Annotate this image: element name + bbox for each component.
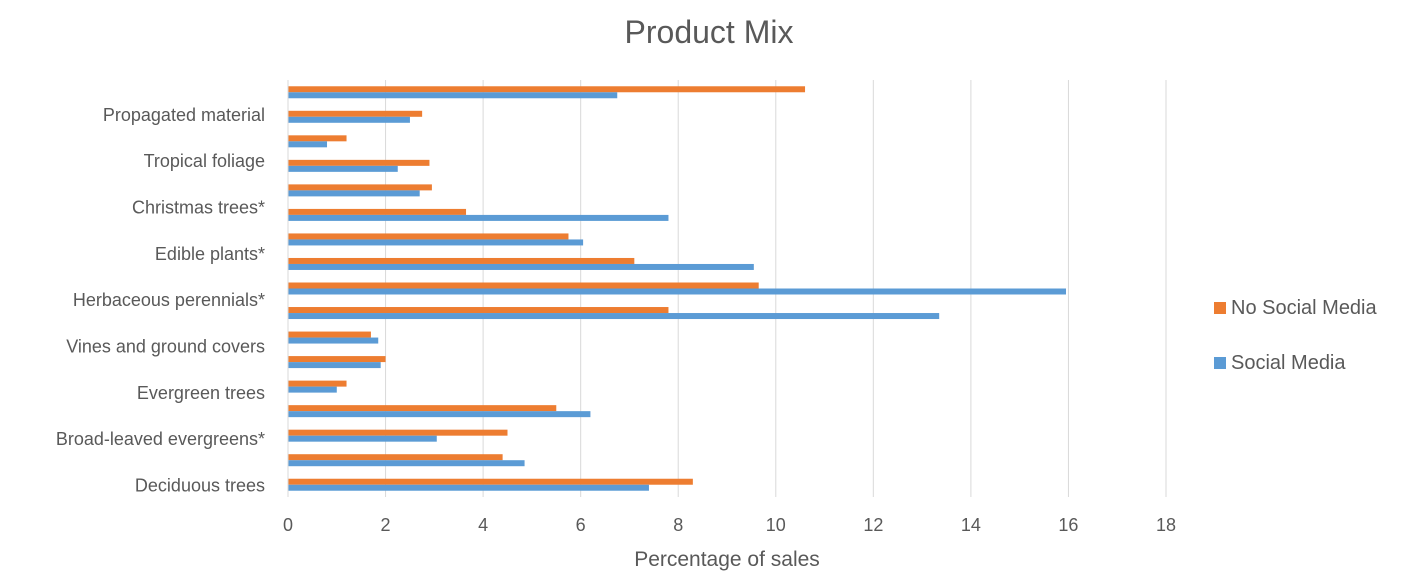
y-category-label: Propagated material [103, 105, 265, 125]
legend-item-social-media: Social Media [1214, 348, 1377, 378]
bar-no-social-media [288, 454, 503, 461]
bar-social-media [288, 190, 420, 197]
y-category-label: Deciduous trees [135, 475, 265, 495]
bar-social-media [288, 288, 1067, 295]
bar-social-media [288, 141, 328, 148]
bar-social-media [288, 460, 525, 467]
bar-social-media [288, 263, 754, 270]
x-tick-label: 10 [766, 515, 786, 535]
y-category-label: Edible plants* [155, 244, 265, 264]
x-axis-title: Percentage of sales [634, 548, 820, 571]
y-category-label: Tropical foliage [144, 151, 265, 171]
x-tick-label: 0 [283, 515, 293, 535]
bar-no-social-media [288, 478, 693, 485]
x-tick-label: 8 [673, 515, 683, 535]
chart-title: Product Mix [624, 14, 794, 50]
bar-no-social-media [288, 184, 432, 191]
bar-social-media [288, 92, 618, 99]
bar-social-media [288, 239, 584, 246]
bar-no-social-media [288, 282, 759, 289]
bar-no-social-media [288, 380, 347, 387]
bar-no-social-media [288, 257, 635, 264]
bar-no-social-media [288, 159, 430, 166]
bar-social-media [288, 313, 940, 320]
bar-social-media [288, 435, 437, 442]
x-tick-label: 16 [1058, 515, 1078, 535]
legend-label-no-social-media: No Social Media [1231, 296, 1377, 319]
legend-swatch-no-social-media [1214, 302, 1226, 314]
y-category-label: Broad-leaved evergreens* [56, 429, 265, 449]
x-tick-label: 18 [1156, 515, 1176, 535]
bar-no-social-media [288, 110, 423, 117]
bar-no-social-media [288, 135, 347, 142]
bar-social-media [288, 362, 381, 369]
bar-no-social-media [288, 405, 557, 412]
bar-social-media [288, 386, 337, 393]
bar-social-media [288, 411, 591, 418]
bar-no-social-media [288, 331, 371, 338]
bar-no-social-media [288, 307, 669, 314]
bar-social-media [288, 165, 398, 172]
bar-social-media [288, 484, 649, 491]
x-tick-label: 2 [381, 515, 391, 535]
bar-no-social-media [288, 86, 806, 93]
bar-no-social-media [288, 208, 467, 215]
legend-swatch-social-media [1214, 357, 1226, 369]
x-tick-label: 4 [478, 515, 488, 535]
legend-label-social-media: Social Media [1231, 351, 1346, 374]
bar-social-media [288, 214, 669, 221]
bar-no-social-media [288, 356, 386, 363]
y-category-label: Vines and ground covers [66, 336, 265, 356]
bar-no-social-media [288, 429, 508, 436]
x-tick-label: 6 [576, 515, 586, 535]
x-tick-label: 14 [961, 515, 981, 535]
legend: No Social Media Social Media [1214, 293, 1377, 403]
y-category-label: Christmas trees* [132, 197, 265, 217]
x-tick-label: 12 [863, 515, 883, 535]
bar-social-media [288, 337, 379, 344]
bar-social-media [288, 116, 410, 123]
y-category-label: Evergreen trees [137, 383, 265, 403]
legend-item-no-social-media: No Social Media [1214, 293, 1377, 323]
bar-no-social-media [288, 233, 569, 240]
y-category-label: Herbaceous perennials* [73, 290, 265, 310]
